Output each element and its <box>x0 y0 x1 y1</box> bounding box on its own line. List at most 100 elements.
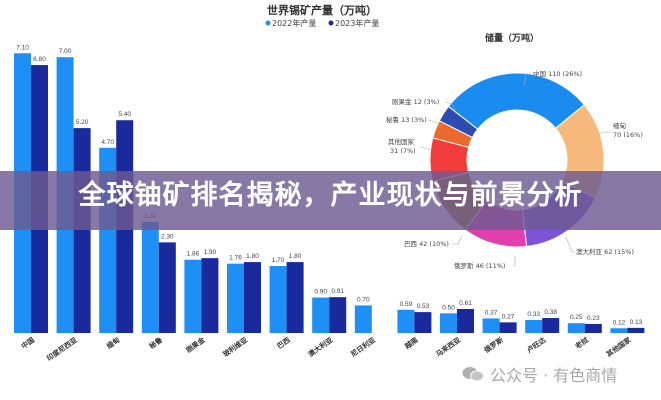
bar-value-label: 1.70 <box>272 257 285 264</box>
bar-value-label: 7.10 <box>16 44 29 51</box>
bar-value-label: 0.59 <box>400 301 413 308</box>
bar-value-label: 0.27 <box>502 313 515 320</box>
pie-chart-title: 储量（万吨） <box>485 32 539 44</box>
pie-label-brazil: 巴西 42 (10%) <box>404 240 449 248</box>
bar-value-label: 4.70 <box>101 139 114 146</box>
donut-slice <box>447 72 585 130</box>
bar-value-label: 0.25 <box>570 314 583 321</box>
legend-marker-2022 <box>265 20 271 26</box>
x-tick-label: 其他国家 <box>604 335 633 359</box>
pie-label-myanmar: 缅甸 <box>613 121 626 130</box>
bar-value-label: 0.33 <box>527 311 540 318</box>
pie-label-peru: 秘鲁 13 (3%) <box>386 115 427 124</box>
bar-value-label: 0.13 <box>630 319 643 326</box>
x-tick-label: 缅甸 <box>105 335 122 350</box>
x-tick-label: 马来西亚 <box>434 335 462 358</box>
bar-value-label: 5.40 <box>118 111 131 118</box>
watermark: 公众号 · 有色商情 <box>462 362 617 386</box>
x-tick-label: 尼日利亚 <box>349 335 377 358</box>
bar-value-label: 0.61 <box>459 300 472 307</box>
legend-marker-2023 <box>328 20 334 26</box>
x-tick-label: 澳大利亚 <box>306 335 334 358</box>
pie-label-russia: 俄罗斯 46 (11%) <box>454 261 505 270</box>
x-tick-label: 巴西 <box>276 336 292 351</box>
bar-2022 <box>440 313 457 333</box>
x-tick-label: 越南 <box>402 335 419 351</box>
bar-2023 <box>201 258 219 333</box>
bar-value-label: 0.53 <box>417 303 430 310</box>
pie-label-drc: 刚果金 12 (3%) <box>392 97 439 106</box>
bar-value-label: 0.50 <box>442 304 455 311</box>
pie-label-australia: 澳大利亚 62 (15%) <box>576 247 634 256</box>
leader-line <box>523 73 531 87</box>
bar-value-label: 0.90 <box>314 289 327 296</box>
bar-2022 <box>312 297 330 333</box>
pie-label-myanmar-value: 70 (16%) <box>613 131 643 139</box>
legend-label-2022: 2022年产量 <box>272 18 316 28</box>
bar-2022 <box>269 266 287 333</box>
bar-value-label: 1.80 <box>289 253 302 260</box>
bar-2023 <box>158 242 176 333</box>
bar-value-label: 1.90 <box>204 249 217 256</box>
bar-value-label: 0.38 <box>544 309 557 316</box>
bar-2022 <box>397 309 415 333</box>
bar-chart-title: 世界锡矿产量（万吨） <box>267 3 377 17</box>
bar-2023 <box>457 308 474 333</box>
bar-value-label: 1.86 <box>187 251 200 258</box>
bar-value-label: 0.70 <box>357 296 370 303</box>
bar-2023 <box>244 262 261 333</box>
pie-labels: 中国 110 (26%) 缅甸 70 (16%) 澳大利亚 62 (15%) 俄… <box>386 69 643 270</box>
x-tick-label: 玻利维亚 <box>221 335 249 358</box>
bar-2022 <box>141 221 159 333</box>
bar-value-label: 0.12 <box>613 319 626 326</box>
bar-2023 <box>627 327 645 333</box>
bar-value-label: 0.37 <box>485 309 498 316</box>
x-tick-label: 俄罗斯 <box>482 335 505 355</box>
legend-label-2023: 2023年产量 <box>335 18 379 28</box>
pie-label-china: 中国 110 (26%) <box>533 69 582 78</box>
x-tick-label: 卢旺达 <box>525 335 547 354</box>
bar-2023 <box>286 262 304 333</box>
bar-2022 <box>482 318 500 333</box>
x-tick-label: 秘鲁 <box>147 335 164 350</box>
bar-2023 <box>73 128 91 333</box>
x-tick-label: 中国 <box>20 335 37 350</box>
wechat-icon <box>462 367 484 382</box>
bar-legend: 2022年产量 2023年产量 <box>265 18 379 28</box>
leader-line <box>513 256 516 267</box>
donut-slice <box>438 105 479 139</box>
bar-2023 <box>414 312 432 333</box>
bar-2023 <box>499 322 517 333</box>
bar-2023 <box>584 323 602 333</box>
title-banner: 全球铀矿排名揭秘，产业现状与前景分析 <box>0 171 661 230</box>
bar-2023 <box>542 318 560 333</box>
bar-2023 <box>329 297 347 333</box>
watermark-text: 公众号 · 有色商情 <box>490 366 618 385</box>
leader-line <box>452 235 463 245</box>
leader-line <box>597 131 610 135</box>
pie-label-others-value: 31 (7%) <box>390 147 416 155</box>
leader-line <box>565 236 575 253</box>
bar-value-label: 5.20 <box>76 119 89 126</box>
bar-value-label: 2.30 <box>161 233 174 240</box>
bar-value-label: 0.91 <box>331 288 344 295</box>
bar-value-label: 1.76 <box>229 255 242 262</box>
bar-value-label: 7.00 <box>59 48 72 55</box>
bar-2022 <box>227 263 244 333</box>
bar-2022 <box>184 259 202 333</box>
leader-line <box>419 146 433 151</box>
x-tick-label: 印度尼西亚 <box>45 335 79 362</box>
x-tick-label: 刚果金 <box>184 335 207 355</box>
banner-title: 全球铀矿排名揭秘，产业现状与前景分析 <box>78 180 583 211</box>
x-tick-label: 老挝 <box>572 335 590 352</box>
bar-2022 <box>567 323 585 333</box>
bar-value-label: 0.23 <box>587 315 600 322</box>
leader-line <box>445 101 457 111</box>
bar-2022 <box>354 305 372 333</box>
leader-line <box>427 119 443 127</box>
bar-2022 <box>525 319 543 333</box>
pie-label-others: 其他国家 <box>388 137 415 146</box>
bar-value-label: 6.80 <box>33 56 46 63</box>
bar-2022 <box>610 328 628 333</box>
bar-value-label: 1.80 <box>246 253 259 260</box>
